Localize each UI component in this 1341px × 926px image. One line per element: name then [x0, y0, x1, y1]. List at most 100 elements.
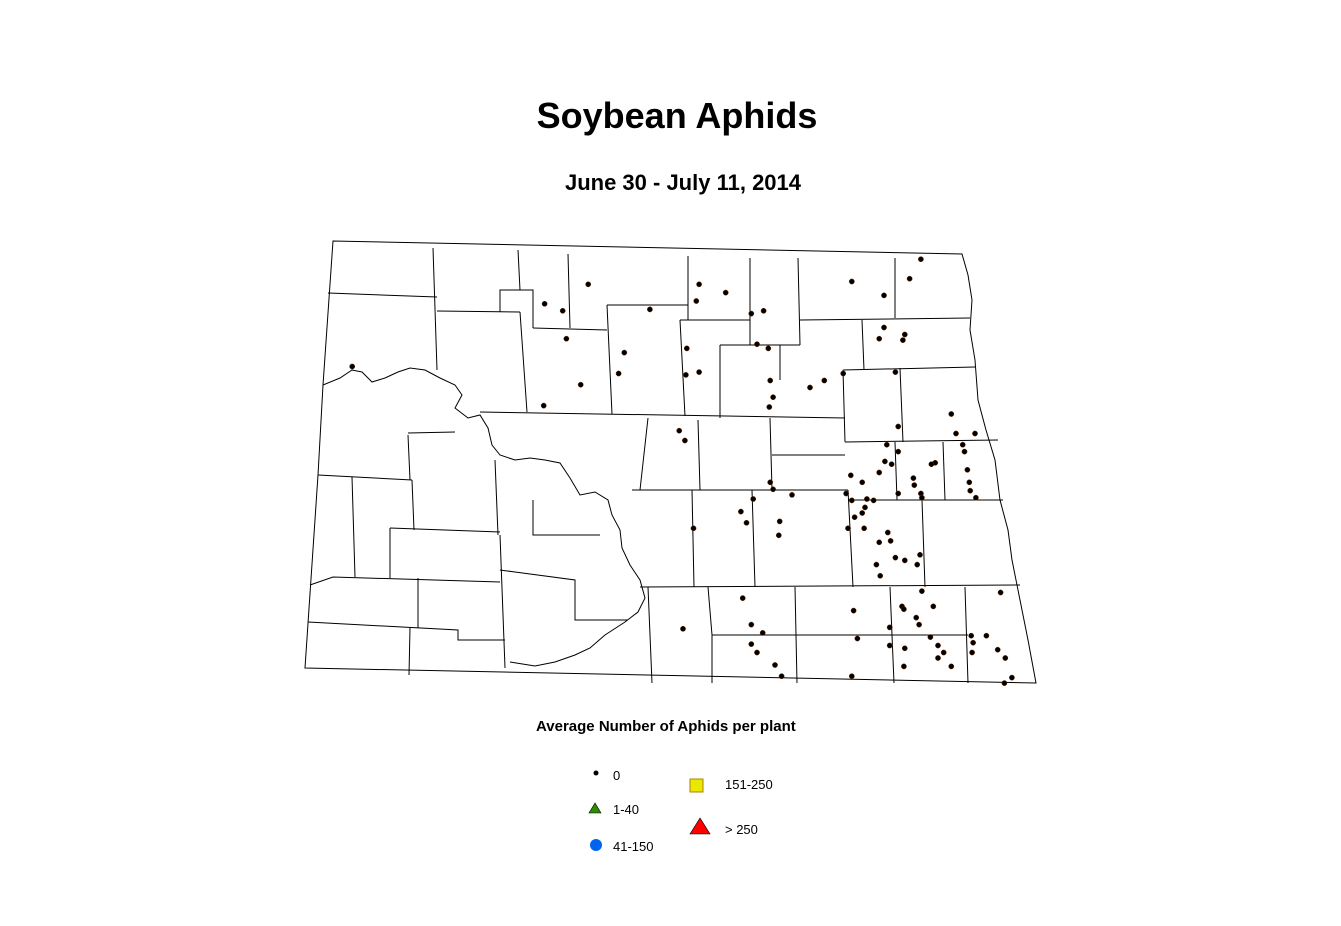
- site-marker: [901, 557, 908, 564]
- site-marker: [959, 441, 966, 448]
- legend-red-triangle-icon: [689, 817, 711, 835]
- site-marker: [969, 649, 975, 656]
- site-marker: [722, 289, 729, 296]
- site-marker: [882, 458, 888, 465]
- site-marker: [680, 625, 686, 632]
- site-marker: [901, 645, 908, 652]
- site-marker: [859, 479, 866, 486]
- site-marker: [916, 621, 922, 628]
- legend-yellow-square-icon: [689, 778, 704, 793]
- site-marker: [541, 300, 548, 307]
- site-marker: [683, 345, 690, 352]
- site-marker: [850, 607, 857, 614]
- site-marker: [540, 402, 547, 409]
- site-marker: [917, 551, 923, 558]
- site-marker: [919, 494, 925, 501]
- site-marker: [914, 561, 921, 568]
- site-marker: [895, 448, 902, 455]
- legend-blue-circle-icon: [590, 839, 602, 851]
- site-marker: [881, 292, 887, 299]
- site-marker: [739, 595, 746, 601]
- site-marker: [349, 363, 356, 370]
- site-marker: [913, 614, 920, 621]
- site-marker: [851, 514, 858, 521]
- site-marker: [994, 646, 1001, 653]
- site-marker: [770, 394, 776, 401]
- site-marker: [743, 519, 750, 526]
- site-marker: [847, 472, 854, 479]
- site-marker: [935, 655, 941, 661]
- site-marker: [845, 525, 851, 532]
- legend-label-151-250: 151-250: [725, 777, 773, 792]
- site-marker: [927, 634, 934, 640]
- map-title: Soybean Aphids: [536, 95, 818, 136]
- site-marker: [559, 307, 566, 314]
- site-marker: [928, 461, 935, 468]
- site-marker: [615, 370, 622, 377]
- site-marker: [884, 529, 891, 536]
- site-marker: [765, 345, 772, 352]
- map-subtitle: June 30 - July 11, 2014: [564, 170, 802, 195]
- site-marker: [901, 606, 907, 613]
- site-marker: [888, 461, 895, 468]
- site-marker: [973, 494, 979, 501]
- site-marker: [883, 441, 890, 448]
- site-marker: [748, 641, 755, 647]
- site-marker: [859, 510, 866, 516]
- site-marker: [972, 430, 978, 437]
- site-marker: [767, 479, 774, 486]
- site-marker: [776, 518, 783, 525]
- site-marker: [901, 331, 908, 338]
- site-marker: [895, 490, 902, 497]
- site-marker: [877, 572, 884, 579]
- site-marker: [873, 561, 880, 568]
- site-marker: [775, 532, 782, 539]
- site-marker: [748, 621, 755, 628]
- site-marker: [748, 310, 755, 317]
- site-marker: [843, 490, 849, 497]
- site-marker: [900, 337, 906, 343]
- legend-label-1-40: 1-40: [613, 802, 640, 817]
- site-marker: [930, 603, 937, 610]
- site-marker: [983, 632, 990, 639]
- site-marker: [760, 307, 767, 314]
- site-marker: [892, 554, 899, 561]
- site-marker: [876, 469, 883, 476]
- site-marker: [1009, 674, 1015, 681]
- site-marker: [892, 369, 899, 375]
- site-marker: [778, 673, 785, 680]
- site-marker: [887, 538, 894, 544]
- site-marker: [693, 298, 700, 304]
- site-marker: [750, 496, 757, 502]
- site-marker: [854, 635, 861, 642]
- site-marker: [848, 278, 855, 285]
- site-marker: [961, 448, 968, 455]
- site-marker: [807, 384, 813, 391]
- site-marker: [862, 504, 868, 511]
- legend-dot-icon: [593, 770, 599, 776]
- site-marker: [876, 335, 883, 342]
- legend-label-over-250: > 250: [725, 822, 758, 837]
- site-marker: [910, 475, 917, 481]
- site-marker: [682, 437, 688, 444]
- site-marker: [821, 377, 828, 384]
- site-marker: [840, 370, 847, 377]
- site-marker: [683, 372, 689, 378]
- site-marker: [870, 497, 877, 504]
- site-marker: [919, 588, 925, 594]
- site-marker: [690, 525, 697, 532]
- legend-label-41-150: 41-150: [613, 839, 654, 854]
- site-marker: [754, 649, 760, 656]
- site-marker: [911, 482, 918, 488]
- site-marker: [647, 306, 653, 313]
- site-marker: [861, 525, 867, 532]
- site-marker: [918, 256, 924, 263]
- site-marker: [577, 381, 584, 388]
- site-marker: [876, 539, 883, 546]
- site-marker: [948, 663, 955, 670]
- survey-sites: [349, 256, 1015, 686]
- site-marker: [948, 411, 955, 417]
- site-marker: [770, 486, 776, 493]
- site-marker: [676, 427, 683, 434]
